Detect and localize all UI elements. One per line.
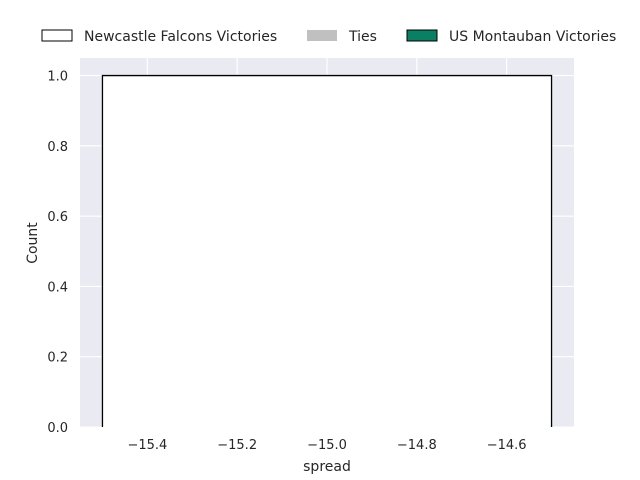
x-tick-label: −15.4 bbox=[127, 438, 167, 453]
legend-swatch bbox=[307, 30, 337, 41]
y-tick-label: 0.4 bbox=[47, 280, 68, 295]
y-tick-labels: 0.0 0.2 0.4 0.6 0.8 1.0 bbox=[47, 70, 68, 436]
y-axis-label: Count bbox=[25, 222, 41, 264]
x-axis-label: spread bbox=[303, 459, 351, 475]
y-tick-label: 0.6 bbox=[47, 210, 68, 225]
y-tick-label: 1.0 bbox=[47, 70, 68, 85]
legend-label: Ties bbox=[348, 29, 377, 45]
x-tick-label: −14.8 bbox=[397, 438, 437, 453]
x-tick-label: −15.0 bbox=[307, 438, 347, 453]
y-tick-label: 0.0 bbox=[47, 421, 68, 436]
x-tick-label: −14.6 bbox=[487, 438, 527, 453]
legend-label: Newcastle Falcons Victories bbox=[84, 29, 277, 45]
legend: Newcastle Falcons Victories Ties US Montau… bbox=[41, 29, 616, 45]
histogram-bar bbox=[102, 75, 552, 428]
legend-swatch bbox=[41, 29, 73, 42]
x-tick-labels: −15.4 −15.2 −15.0 −14.8 −14.6 bbox=[127, 438, 526, 453]
y-tick-label: 0.8 bbox=[47, 140, 68, 155]
x-tick-label: −15.2 bbox=[217, 438, 257, 453]
y-tick-label: 0.2 bbox=[47, 351, 68, 366]
histogram-bar-edge bbox=[101, 74, 553, 427]
bars bbox=[101, 74, 553, 428]
legend-label: US Montauban Victories bbox=[449, 29, 616, 45]
legend-swatch bbox=[406, 29, 438, 42]
